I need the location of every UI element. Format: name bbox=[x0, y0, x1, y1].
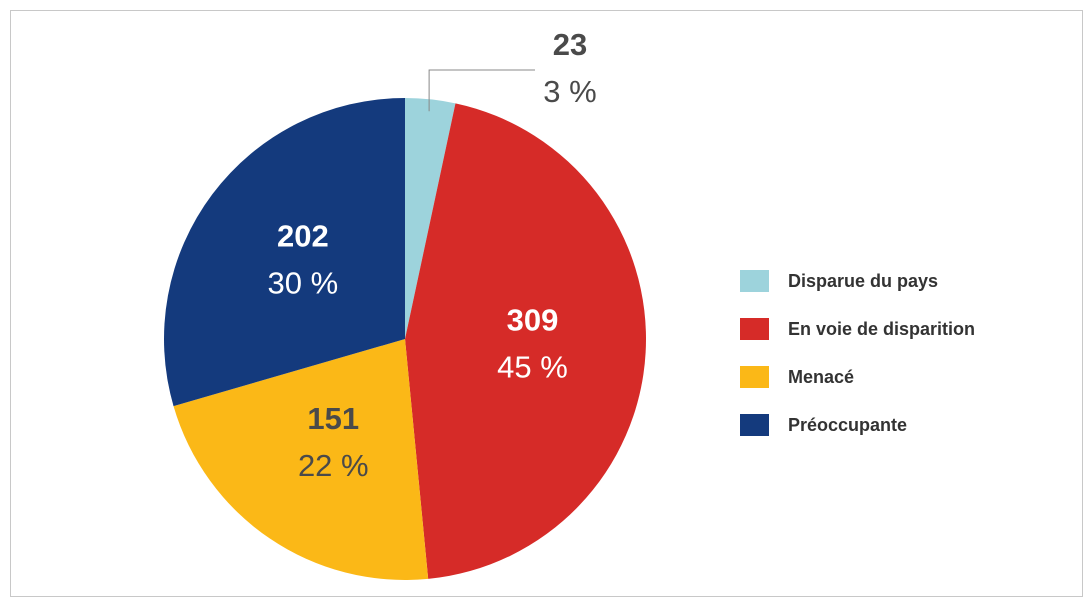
pie-slice bbox=[163, 98, 405, 407]
legend-swatch bbox=[740, 366, 769, 388]
count-label: 202 bbox=[277, 218, 329, 253]
pie-slice bbox=[405, 98, 456, 339]
legend-swatch bbox=[740, 270, 769, 292]
percent-label: 22 % bbox=[298, 448, 369, 483]
count-label: 309 bbox=[507, 303, 559, 338]
leader-line bbox=[428, 69, 535, 112]
percent-label: 3 % bbox=[543, 74, 596, 109]
pie-slice bbox=[405, 103, 647, 579]
legend-swatch bbox=[740, 414, 769, 436]
legend-label: Préoccupante bbox=[788, 415, 907, 435]
count-label: 151 bbox=[307, 401, 359, 436]
legend-swatch bbox=[740, 318, 769, 340]
percent-label: 45 % bbox=[497, 350, 568, 385]
frame bbox=[10, 10, 1083, 597]
legend-label: Disparue du pays bbox=[788, 271, 938, 291]
pie-slice bbox=[173, 339, 429, 580]
legend-label: En voie de disparition bbox=[788, 319, 975, 339]
percent-label: 30 % bbox=[268, 265, 339, 300]
legend-label: Menacé bbox=[788, 367, 854, 387]
count-label: 23 bbox=[553, 27, 587, 62]
